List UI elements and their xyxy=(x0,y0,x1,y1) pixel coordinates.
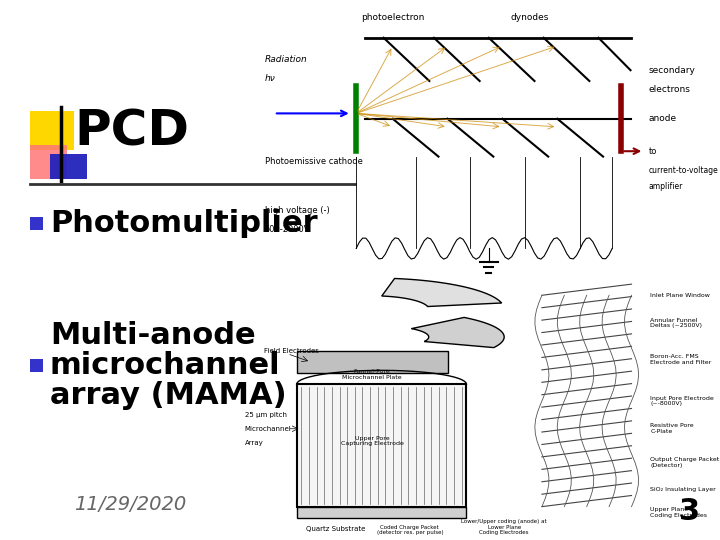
Bar xyxy=(30,111,74,150)
Text: hν: hν xyxy=(265,74,276,83)
Polygon shape xyxy=(412,318,504,348)
Text: Microchannel: Microchannel xyxy=(245,426,292,432)
Text: Input Pore Electrode
(~-8000V): Input Pore Electrode (~-8000V) xyxy=(650,395,714,406)
Text: photoelectron: photoelectron xyxy=(361,14,425,23)
Text: Quartz Substrate: Quartz Substrate xyxy=(306,526,366,532)
Text: 11/29/2020: 11/29/2020 xyxy=(74,496,186,515)
Text: Photoemissive cathode: Photoemissive cathode xyxy=(265,158,363,166)
Text: SiO₂ Insulating Layer: SiO₂ Insulating Layer xyxy=(650,488,716,492)
Text: 3: 3 xyxy=(679,497,700,526)
Bar xyxy=(297,384,467,507)
Text: Annular Funnel
Deltas (~2500V): Annular Funnel Deltas (~2500V) xyxy=(650,318,703,328)
Text: electrons: electrons xyxy=(649,85,690,93)
Text: to: to xyxy=(649,147,657,156)
Text: high voltage (-): high voltage (-) xyxy=(265,206,330,215)
Bar xyxy=(30,217,43,230)
Text: Funnel-Pore
Microchannel Plate: Funnel-Pore Microchannel Plate xyxy=(342,369,402,380)
Text: Multi-anode: Multi-anode xyxy=(50,321,256,349)
Bar xyxy=(30,145,68,179)
Bar xyxy=(50,154,87,179)
Text: array (MAMA): array (MAMA) xyxy=(50,381,287,409)
Text: microchannel: microchannel xyxy=(50,350,281,380)
Text: Resistive Pore
C-Plate: Resistive Pore C-Plate xyxy=(650,423,694,434)
Text: Field Electrodes: Field Electrodes xyxy=(264,348,318,354)
Polygon shape xyxy=(382,279,502,307)
Text: 500-2000V: 500-2000V xyxy=(265,225,310,234)
Text: Coded Charge Packet
(detector res. per pulse): Coded Charge Packet (detector res. per p… xyxy=(377,525,444,536)
Text: Inlet Plane Window: Inlet Plane Window xyxy=(650,293,710,298)
Text: Upper Plane
Coding Electrodes: Upper Plane Coding Electrodes xyxy=(650,507,707,517)
Bar xyxy=(297,507,467,518)
Text: Output Charge Packet
(Detector): Output Charge Packet (Detector) xyxy=(650,457,719,468)
Text: anode: anode xyxy=(649,114,677,123)
Text: Photomultiplier: Photomultiplier xyxy=(50,210,318,239)
Text: Boron-Acc. FMS
Electrode and Filter: Boron-Acc. FMS Electrode and Filter xyxy=(650,354,711,364)
Text: amplifier: amplifier xyxy=(649,182,683,191)
Text: Radiation: Radiation xyxy=(265,55,307,64)
Text: 25 μm pitch: 25 μm pitch xyxy=(245,412,287,418)
Text: Array: Array xyxy=(245,440,264,445)
Bar xyxy=(30,359,43,372)
Text: Lower/Upper coding (anode) at
Lower Plane
Coding Electrodes: Lower/Upper coding (anode) at Lower Plan… xyxy=(462,519,547,536)
Text: current-to-voltage: current-to-voltage xyxy=(649,166,719,174)
Text: secondary: secondary xyxy=(649,66,696,75)
Text: Upper Pore
Capturing Electrode: Upper Pore Capturing Electrode xyxy=(341,436,404,447)
Bar xyxy=(297,351,448,373)
Text: PCD: PCD xyxy=(74,108,189,156)
Text: dynodes: dynodes xyxy=(510,14,549,23)
